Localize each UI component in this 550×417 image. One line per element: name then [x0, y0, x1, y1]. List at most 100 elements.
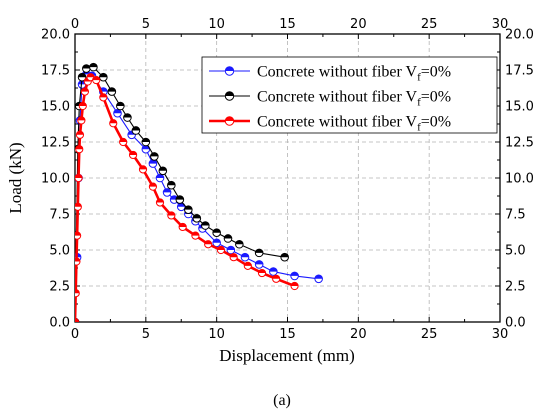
- legend-label: Concrete without fiber Vf=0%: [257, 114, 451, 134]
- series-2-point: [280, 252, 289, 262]
- legend-label-suffix: =0%: [421, 114, 451, 131]
- x-tick-label: 20: [350, 327, 367, 342]
- x-tick-label: 10: [208, 327, 225, 342]
- legend-label: Concrete without fiber Vf=0%: [257, 89, 451, 109]
- series-3-point: [178, 222, 187, 232]
- legend-label-suffix: =0%: [421, 89, 451, 106]
- legend-entry-2: Concrete without fiber Vf=0%: [209, 89, 451, 109]
- legend-label-subscript: f: [417, 97, 421, 109]
- series-2-point: [150, 152, 159, 161]
- y-tick-label: 20.0: [41, 28, 70, 43]
- series-group: [75, 62, 323, 322]
- legend-label-main: Concrete without fiber V: [257, 89, 418, 106]
- series-2-point: [167, 180, 176, 190]
- legend-label-main: Concrete without fiber V: [257, 114, 418, 131]
- series-2-point: [158, 166, 168, 176]
- series-3-point: [92, 75, 101, 85]
- series-3-point: [191, 231, 200, 240]
- series-1-point: [240, 252, 250, 262]
- y-axis-title: Load (kN): [6, 142, 25, 213]
- series-2-point: [77, 72, 87, 82]
- series-3-point: [216, 245, 226, 255]
- y-tick-label: 12.5: [41, 136, 70, 151]
- y-tick-label: 5.0: [49, 244, 70, 259]
- x-tick-label: 0: [71, 327, 79, 342]
- series-3-point: [75, 130, 85, 139]
- series-1-point: [212, 238, 221, 248]
- x-tick-label-top: 20: [350, 17, 367, 32]
- legend: Concrete without fiber Vf=0%Concrete wit…: [201, 56, 498, 134]
- legend-label-subscript: f: [417, 72, 421, 84]
- series-3-point: [75, 289, 80, 298]
- legend-swatch-marker: [224, 91, 235, 101]
- series-3-point: [257, 268, 267, 278]
- series-3-point: [138, 165, 148, 174]
- y-tick-label-right: 10.0: [505, 172, 534, 187]
- series-1-point: [148, 159, 158, 168]
- series-2-point: [235, 239, 244, 249]
- y-tick-label-right: 7.5: [505, 208, 526, 223]
- series-3-point: [119, 137, 128, 147]
- y-tick-label-right: 12.5: [505, 136, 534, 151]
- y-tick-label: 17.5: [41, 64, 70, 79]
- series-3-point: [128, 150, 138, 160]
- legend-label-subscript: f: [417, 122, 421, 134]
- series-2-point: [254, 248, 264, 258]
- series-3-point: [109, 119, 118, 128]
- series-2-point: [212, 228, 221, 238]
- series-3: [75, 73, 299, 322]
- series-3-point: [75, 257, 81, 266]
- y-tick-label: 2.5: [49, 280, 70, 295]
- series-1-point: [162, 188, 172, 197]
- legend-label: Concrete without fiber Vf=0%: [257, 64, 451, 84]
- x-tick-label-top: 5: [142, 17, 150, 32]
- series-2-point: [116, 101, 125, 111]
- legend-label-suffix: =0%: [421, 64, 451, 81]
- series-3-point: [167, 211, 176, 220]
- series-2-point: [192, 214, 202, 223]
- series-1-point: [254, 260, 264, 269]
- x-tick-label: 5: [142, 327, 150, 342]
- y-tick-label-right: 15.0: [505, 100, 534, 115]
- series-1-point: [290, 271, 299, 281]
- x-tick-label: 15: [279, 327, 296, 342]
- x-tick-label-top: 15: [279, 17, 296, 32]
- series-3-point: [75, 231, 82, 240]
- series-2-point: [89, 62, 98, 72]
- x-tick-label: 25: [421, 327, 438, 342]
- x-axis-title: Displacement (mm): [219, 346, 355, 365]
- legend-swatch-marker: [224, 116, 235, 126]
- series-3-point: [229, 253, 238, 262]
- y-tick-label-right: 0.0: [505, 316, 526, 331]
- series-2-point: [201, 221, 210, 230]
- series-1-point: [155, 173, 165, 183]
- figure-caption: (a): [273, 392, 291, 409]
- series-2-point: [123, 113, 132, 122]
- series-2-point: [223, 234, 233, 243]
- y-tick-label-right: 20.0: [505, 28, 534, 43]
- series-1-point: [314, 274, 323, 284]
- legend-label-main: Concrete without fiber V: [257, 64, 418, 81]
- series-3-point: [75, 145, 84, 154]
- series-2-point: [175, 195, 185, 204]
- series-3-point: [77, 116, 86, 125]
- series-1-point: [113, 108, 122, 118]
- x-tick-label-top: 30: [492, 17, 509, 32]
- legend-swatch-marker: [224, 66, 235, 76]
- legend-entry-1: Concrete without fiber Vf=0%: [209, 64, 451, 84]
- series-3-point: [272, 274, 281, 283]
- series-3-point: [80, 87, 90, 96]
- y-tick-label-right: 2.5: [505, 280, 526, 295]
- series-3-point: [243, 261, 252, 270]
- x-tick-label-top: 25: [421, 17, 438, 32]
- series-3-point: [99, 93, 108, 102]
- series-1-point: [269, 267, 278, 276]
- x-tick-label-top: 10: [208, 17, 225, 32]
- y-tick-label: 0.0: [49, 316, 70, 331]
- legend-box: [201, 56, 498, 134]
- series-3-point: [148, 182, 158, 191]
- series-2-point: [99, 72, 108, 82]
- y-tick-label-right: 5.0: [505, 244, 526, 259]
